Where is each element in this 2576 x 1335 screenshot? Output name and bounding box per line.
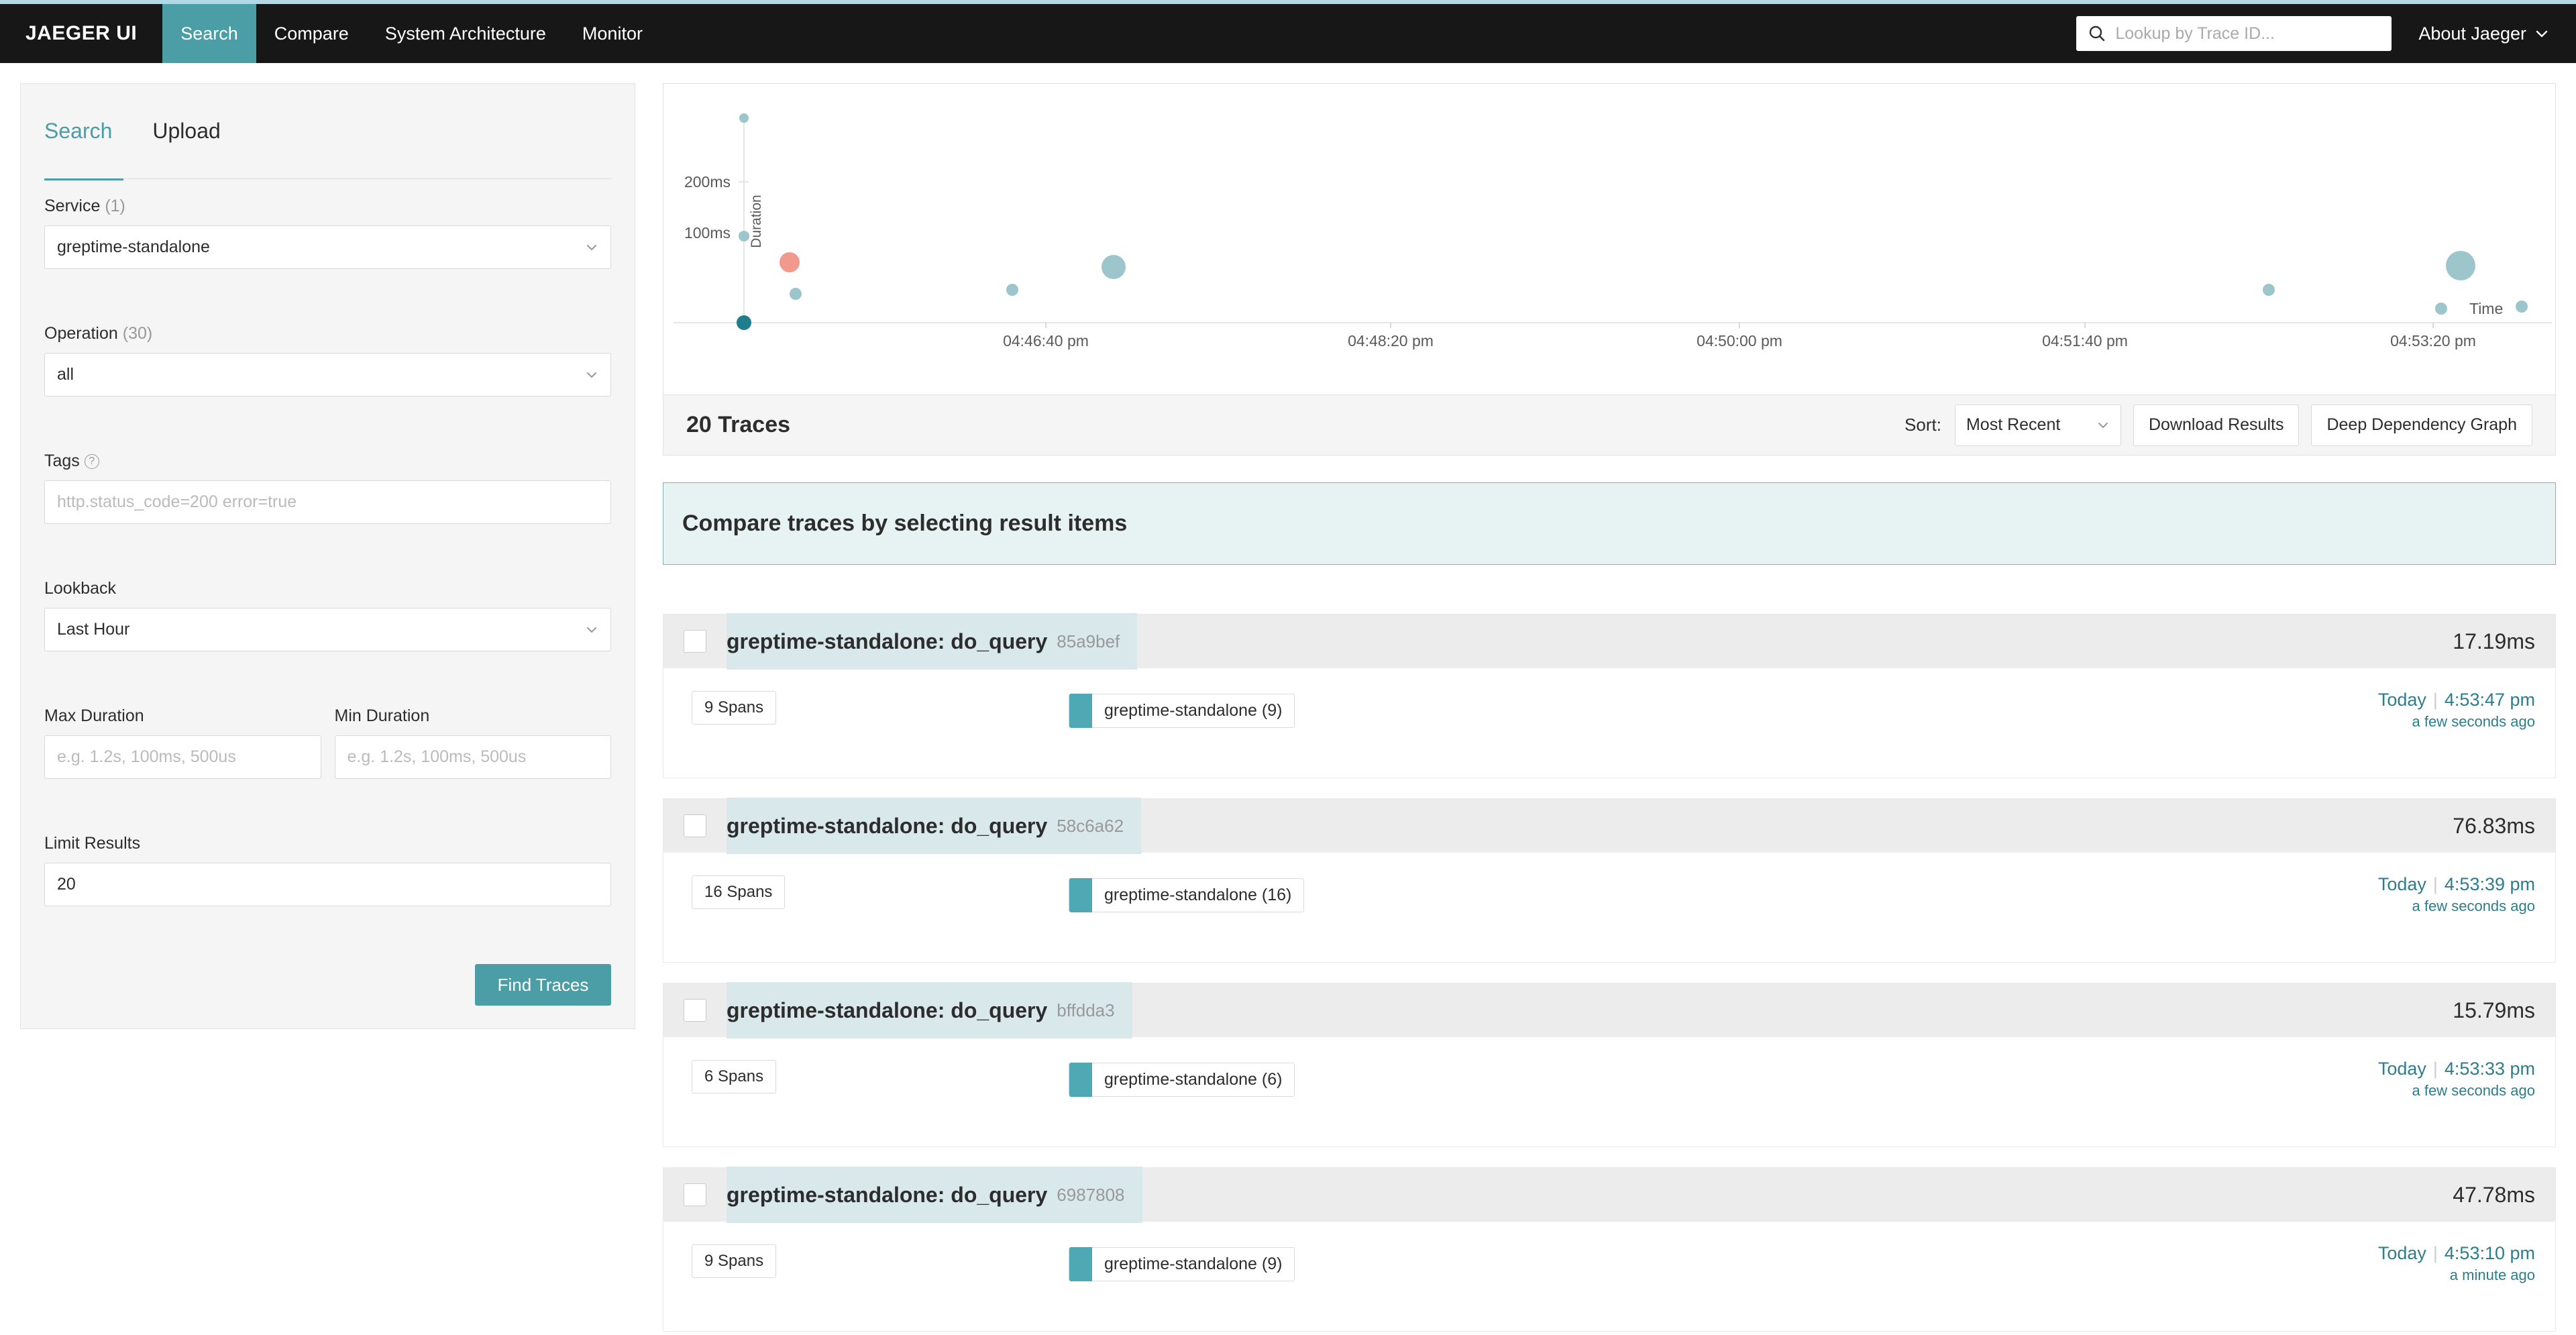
svg-text:100ms: 100ms xyxy=(684,224,731,242)
svg-text:04:46:40 pm: 04:46:40 pm xyxy=(1003,332,1089,350)
svg-text:04:50:00 pm: 04:50:00 pm xyxy=(1697,332,1782,350)
svg-text:04:48:20 pm: 04:48:20 pm xyxy=(1348,332,1434,350)
svg-text:04:51:40 pm: 04:51:40 pm xyxy=(2042,332,2128,350)
svg-text:04:53:20 pm: 04:53:20 pm xyxy=(2390,332,2476,350)
svg-text:Time: Time xyxy=(2469,300,2503,317)
svg-text:Duration: Duration xyxy=(749,195,764,248)
svg-text:200ms: 200ms xyxy=(684,173,731,191)
